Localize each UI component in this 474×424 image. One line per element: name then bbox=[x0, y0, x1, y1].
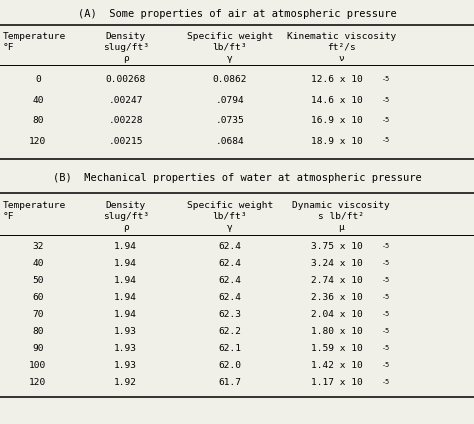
Text: -5: -5 bbox=[382, 243, 390, 249]
Text: -5: -5 bbox=[382, 260, 390, 266]
Text: 40: 40 bbox=[32, 259, 44, 268]
Text: slug/ft³: slug/ft³ bbox=[102, 43, 149, 52]
Text: 2.74 x 10: 2.74 x 10 bbox=[310, 276, 363, 285]
Text: 120: 120 bbox=[29, 378, 46, 387]
Text: 0.00268: 0.00268 bbox=[106, 75, 146, 84]
Text: 1.94: 1.94 bbox=[114, 276, 137, 285]
Text: 62.3: 62.3 bbox=[219, 310, 241, 319]
Text: 1.42 x 10: 1.42 x 10 bbox=[310, 361, 363, 370]
Text: 120: 120 bbox=[29, 137, 46, 145]
Text: 1.17 x 10: 1.17 x 10 bbox=[310, 378, 363, 387]
Text: -5: -5 bbox=[382, 97, 390, 103]
Text: .00228: .00228 bbox=[109, 116, 143, 125]
Text: -5: -5 bbox=[382, 117, 390, 123]
Text: s lb/ft²: s lb/ft² bbox=[318, 212, 365, 220]
Text: 62.4: 62.4 bbox=[219, 293, 241, 302]
Text: 62.1: 62.1 bbox=[219, 344, 241, 353]
Text: Temperature: Temperature bbox=[2, 32, 65, 41]
Text: 70: 70 bbox=[32, 310, 44, 319]
Text: .0684: .0684 bbox=[216, 137, 244, 145]
Text: .0735: .0735 bbox=[216, 116, 244, 125]
Text: 3.24 x 10: 3.24 x 10 bbox=[310, 259, 363, 268]
Text: -5: -5 bbox=[382, 362, 390, 368]
Text: slug/ft³: slug/ft³ bbox=[102, 212, 149, 220]
Text: 14.6 x 10: 14.6 x 10 bbox=[310, 96, 363, 105]
Text: 18.9 x 10: 18.9 x 10 bbox=[310, 137, 363, 145]
Text: 1.94: 1.94 bbox=[114, 310, 137, 319]
Text: 62.0: 62.0 bbox=[219, 361, 241, 370]
Text: 1.92: 1.92 bbox=[114, 378, 137, 387]
Text: 80: 80 bbox=[32, 116, 44, 125]
Text: ν: ν bbox=[338, 54, 344, 63]
Text: Density: Density bbox=[106, 32, 146, 41]
Text: -5: -5 bbox=[382, 379, 390, 385]
Text: γ: γ bbox=[227, 223, 233, 232]
Text: ρ: ρ bbox=[123, 54, 128, 63]
Text: (B)  Mechanical properties of water at atmospheric pressure: (B) Mechanical properties of water at at… bbox=[53, 173, 421, 183]
Text: 1.80 x 10: 1.80 x 10 bbox=[310, 327, 363, 336]
Text: 0.0862: 0.0862 bbox=[213, 75, 247, 84]
Text: 32: 32 bbox=[32, 242, 44, 251]
Text: Density: Density bbox=[106, 201, 146, 209]
Text: 1.93: 1.93 bbox=[114, 327, 137, 336]
Text: °F: °F bbox=[2, 212, 14, 220]
Text: -5: -5 bbox=[382, 294, 390, 300]
Text: 2.04 x 10: 2.04 x 10 bbox=[310, 310, 363, 319]
Text: -5: -5 bbox=[382, 345, 390, 351]
Text: 100: 100 bbox=[29, 361, 46, 370]
Text: 62.4: 62.4 bbox=[219, 259, 241, 268]
Text: 1.94: 1.94 bbox=[114, 259, 137, 268]
Text: Specific weight: Specific weight bbox=[187, 32, 273, 41]
Text: -5: -5 bbox=[382, 277, 390, 283]
Text: 1.94: 1.94 bbox=[114, 242, 137, 251]
Text: lb/ft³: lb/ft³ bbox=[213, 212, 247, 220]
Text: 1.93: 1.93 bbox=[114, 361, 137, 370]
Text: .0794: .0794 bbox=[216, 96, 244, 105]
Text: 90: 90 bbox=[32, 344, 44, 353]
Text: 61.7: 61.7 bbox=[219, 378, 241, 387]
Text: γ: γ bbox=[227, 54, 233, 63]
Text: Dynamic viscosity: Dynamic viscosity bbox=[292, 201, 390, 209]
Text: 1.59 x 10: 1.59 x 10 bbox=[310, 344, 363, 353]
Text: 62.4: 62.4 bbox=[219, 276, 241, 285]
Text: .00247: .00247 bbox=[109, 96, 143, 105]
Text: .00215: .00215 bbox=[109, 137, 143, 145]
Text: 1.94: 1.94 bbox=[114, 293, 137, 302]
Text: 3.75 x 10: 3.75 x 10 bbox=[310, 242, 363, 251]
Text: °F: °F bbox=[2, 43, 14, 52]
Text: -5: -5 bbox=[382, 328, 390, 334]
Text: Specific weight: Specific weight bbox=[187, 201, 273, 209]
Text: μ: μ bbox=[338, 223, 344, 232]
Text: (A)  Some properties of air at atmospheric pressure: (A) Some properties of air at atmospheri… bbox=[78, 9, 396, 20]
Text: 60: 60 bbox=[32, 293, 44, 302]
Text: -5: -5 bbox=[382, 311, 390, 317]
Text: ft²/s: ft²/s bbox=[327, 43, 356, 52]
Text: 0: 0 bbox=[35, 75, 41, 84]
Text: 16.9 x 10: 16.9 x 10 bbox=[310, 116, 363, 125]
Text: 12.6 x 10: 12.6 x 10 bbox=[310, 75, 363, 84]
Text: 1.93: 1.93 bbox=[114, 344, 137, 353]
Text: -5: -5 bbox=[382, 137, 390, 143]
Text: 50: 50 bbox=[32, 276, 44, 285]
Text: ρ: ρ bbox=[123, 223, 128, 232]
Text: Kinematic viscosity: Kinematic viscosity bbox=[287, 32, 396, 41]
Text: 2.36 x 10: 2.36 x 10 bbox=[310, 293, 363, 302]
Text: 62.2: 62.2 bbox=[219, 327, 241, 336]
Text: 40: 40 bbox=[32, 96, 44, 105]
Text: lb/ft³: lb/ft³ bbox=[213, 43, 247, 52]
Text: -5: -5 bbox=[382, 76, 390, 82]
Text: 80: 80 bbox=[32, 327, 44, 336]
Text: 62.4: 62.4 bbox=[219, 242, 241, 251]
Text: Temperature: Temperature bbox=[2, 201, 65, 209]
